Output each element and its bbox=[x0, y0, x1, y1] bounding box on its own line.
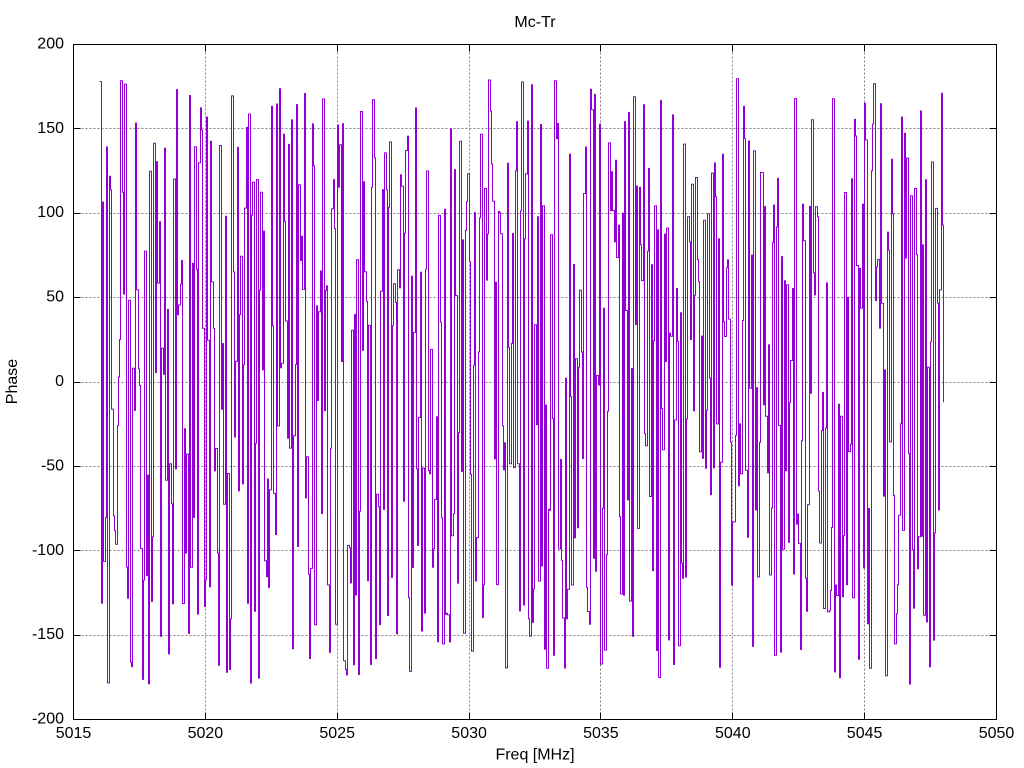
svg-text:-200: -200 bbox=[32, 711, 64, 728]
svg-text:150: 150 bbox=[37, 120, 64, 137]
svg-text:Phase: Phase bbox=[4, 359, 21, 404]
svg-text:Mc-Tr: Mc-Tr bbox=[514, 14, 556, 31]
svg-text:5050: 5050 bbox=[979, 725, 1015, 742]
svg-text:5025: 5025 bbox=[319, 725, 355, 742]
svg-text:100: 100 bbox=[37, 204, 64, 221]
svg-text:5045: 5045 bbox=[847, 725, 883, 742]
svg-text:Freq [MHz]: Freq [MHz] bbox=[495, 747, 574, 764]
svg-text:5030: 5030 bbox=[451, 725, 487, 742]
svg-text:200: 200 bbox=[37, 36, 64, 53]
svg-text:5040: 5040 bbox=[715, 725, 751, 742]
svg-text:-50: -50 bbox=[41, 457, 64, 474]
svg-text:0: 0 bbox=[55, 373, 64, 390]
svg-text:50: 50 bbox=[46, 289, 64, 306]
svg-text:-100: -100 bbox=[32, 542, 64, 559]
svg-text:5020: 5020 bbox=[188, 725, 224, 742]
svg-text:-150: -150 bbox=[32, 626, 64, 643]
svg-text:5015: 5015 bbox=[56, 725, 92, 742]
svg-text:5035: 5035 bbox=[583, 725, 619, 742]
